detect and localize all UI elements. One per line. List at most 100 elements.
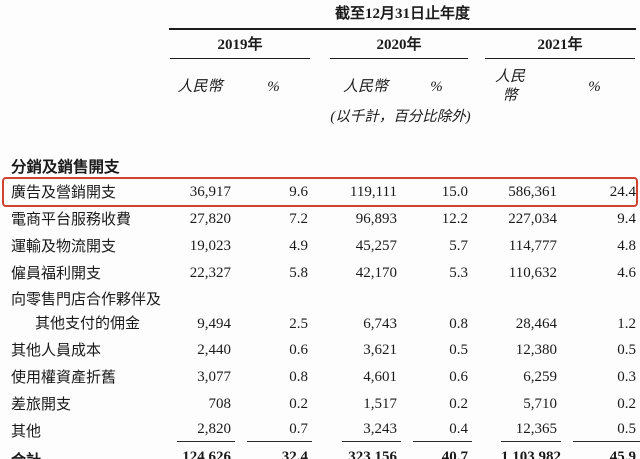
- value-2020-rmb: 6,743: [363, 316, 397, 332]
- value-2019-rmb: 22,327: [189, 265, 231, 281]
- value-2020-rmb: 42,170: [355, 265, 397, 281]
- row-label: 僱員福利開支: [11, 265, 102, 282]
- value-2020-pct: 12.2: [441, 211, 468, 227]
- value-2021-pct: 0.5: [573, 421, 640, 442]
- value-2019-pct: 2.5: [289, 316, 308, 332]
- table-header-note: (以千計，百分比除外): [0, 106, 640, 126]
- value-2021-pct: 9.4: [617, 211, 636, 227]
- value-2020-pct: 0.8: [449, 316, 468, 332]
- value-2021-rmb: 28,464: [515, 316, 557, 332]
- row-label: 差旅開支: [11, 396, 72, 413]
- value-2021-pct: 4.8: [617, 238, 636, 254]
- value-2019-rmb: 36,917: [189, 184, 231, 200]
- value-2021-rmb: 110,632: [508, 265, 557, 281]
- value-2020-pct: 5.7: [449, 238, 468, 254]
- total-2020-pct: 40.7: [413, 449, 472, 459]
- row-label-line1: 向零售門店合作夥伴及: [11, 292, 162, 308]
- total-2019-pct: 32.4: [247, 449, 312, 459]
- value-2020-pct: 0.2: [449, 396, 468, 412]
- period-title: 截至12月31日止年度: [169, 4, 636, 30]
- col-header-pct-2021: %: [588, 78, 601, 95]
- value-2020-rmb: 4,601: [363, 369, 397, 385]
- row-label: 其他: [11, 423, 42, 440]
- year-header-2020: 2020年: [330, 30, 468, 59]
- value-2019-pct: 4.9: [289, 238, 308, 254]
- value-2019-rmb: 2,820: [177, 421, 235, 442]
- value-2019-pct: 0.2: [289, 396, 308, 412]
- value-2021-rmb: 5,710: [523, 396, 557, 412]
- value-2020-rmb: 3,243: [342, 421, 401, 442]
- value-2019-pct: 7.2: [289, 211, 308, 227]
- value-2021-rmb: 227,034: [508, 211, 557, 227]
- row-label-line2: 其他支付的佣金: [35, 316, 141, 332]
- value-2020-rmb: 96,893: [355, 211, 397, 227]
- row-label: 運輸及物流開支: [11, 238, 117, 255]
- total-2020-rmb: 323,156: [342, 449, 401, 459]
- total-2021-pct: 45.9: [573, 449, 640, 459]
- section-header-row: 分銷及銷售開支: [0, 152, 640, 179]
- table-row: 差旅開支 708 0.2 1,517 0.2 5,710 0.2: [0, 391, 640, 418]
- table-header-columns: 人民幣 % 人民幣 % 人民幣 %: [0, 59, 640, 106]
- value-2021-pct: 0.2: [617, 396, 636, 412]
- row-label: 電商平台服務收費: [11, 211, 132, 228]
- table-header-years: 2019年 2020年 2021年: [0, 30, 640, 59]
- value-2021-rmb: 586,361: [508, 184, 557, 200]
- value-2021-pct: 0.5: [617, 342, 636, 358]
- table-header-period: 截至12月31日止年度: [0, 4, 640, 30]
- value-2021-rmb: 114,777: [508, 238, 557, 254]
- table-row: 向零售門店合作夥伴及 其他支付的佣金 9,494 2.5 6,743 0.8 2…: [0, 287, 640, 337]
- value-2021-rmb: 12,365: [501, 421, 561, 442]
- value-2020-pct: 0.6: [449, 369, 468, 385]
- table-row-highlighted: 廣告及營銷開支 36,917 9.6 119,111 15.0 586,361 …: [0, 177, 640, 207]
- total-label: 合計: [0, 449, 165, 459]
- value-2021-rmb: 12,380: [515, 342, 557, 358]
- col-header-pct-2019: %: [267, 78, 280, 95]
- value-2020-pct: 0.4: [413, 421, 472, 442]
- table-row: 僱員福利開支 22,327 5.8 42,170 5.3 110,632 4.6: [0, 260, 640, 287]
- value-2020-rmb: 45,257: [355, 238, 397, 254]
- value-2021-rmb: 6,259: [523, 369, 557, 385]
- row-label: 其他人員成本: [11, 342, 102, 359]
- value-2019-rmb: 708: [208, 396, 232, 412]
- value-2020-pct: 0.5: [449, 342, 468, 358]
- total-2019-rmb: 124,626: [177, 449, 235, 459]
- table-row: 其他人員成本 2,440 0.6 3,621 0.5 12,380 0.5: [0, 337, 640, 364]
- table-row: 運輸及物流開支 19,023 4.9 45,257 5.7 114,777 4.…: [0, 233, 640, 260]
- value-2019-pct: 5.8: [289, 265, 308, 281]
- value-2020-rmb: 1,517: [363, 396, 397, 412]
- value-2019-pct: 0.6: [289, 342, 308, 358]
- col-header-rmb-2020: 人民幣: [342, 78, 388, 95]
- value-2020-rmb: 3,621: [363, 342, 397, 358]
- row-label: 使用權資產折舊: [11, 369, 117, 386]
- table-row: 電商平台服務收費 27,820 7.2 96,893 12.2 227,034 …: [0, 206, 640, 233]
- value-2019-pct: 0.7: [247, 421, 312, 442]
- col-header-rmb-2021: 人民幣: [494, 69, 525, 104]
- value-2021-pct: 4.6: [617, 265, 636, 281]
- row-label: 向零售門店合作夥伴及 其他支付的佣金: [0, 288, 165, 336]
- year-header-2021: 2021年: [485, 30, 635, 59]
- value-2019-pct: 9.6: [289, 184, 308, 200]
- value-2021-pct: 1.2: [617, 316, 636, 332]
- unit-note: (以千計，百分比除外): [330, 109, 471, 125]
- value-2019-rmb: 3,077: [197, 369, 231, 385]
- row-label: 廣告及營銷開支: [11, 184, 117, 201]
- value-2020-rmb: 119,111: [349, 184, 397, 200]
- value-2019-pct: 0.8: [289, 369, 308, 385]
- value-2019-rmb: 2,440: [197, 342, 231, 358]
- table-row: 其他 2,820 0.7 3,243 0.4 12,365 0.5: [0, 418, 640, 445]
- value-2019-rmb: 9,494: [197, 316, 231, 332]
- value-2019-rmb: 27,820: [189, 211, 231, 227]
- value-2020-pct: 15.0: [441, 184, 468, 200]
- value-2021-pct: 24.4: [609, 184, 636, 200]
- table-total-row: 合計 124,626 32.4 323,156 40.7 1,103,982 4…: [0, 445, 640, 459]
- col-header-rmb-2019: 人民幣: [177, 78, 223, 95]
- value-2019-rmb: 19,023: [189, 238, 231, 254]
- value-2021-pct: 0.3: [617, 369, 636, 385]
- year-header-2019: 2019年: [170, 30, 310, 59]
- section-header: 分銷及銷售開支: [11, 158, 120, 176]
- col-header-pct-2020: %: [430, 78, 443, 95]
- total-2021-rmb: 1,103,982: [501, 449, 561, 459]
- table-row: 使用權資產折舊 3,077 0.8 4,601 0.6 6,259 0.3: [0, 364, 640, 391]
- value-2020-pct: 5.3: [449, 265, 468, 281]
